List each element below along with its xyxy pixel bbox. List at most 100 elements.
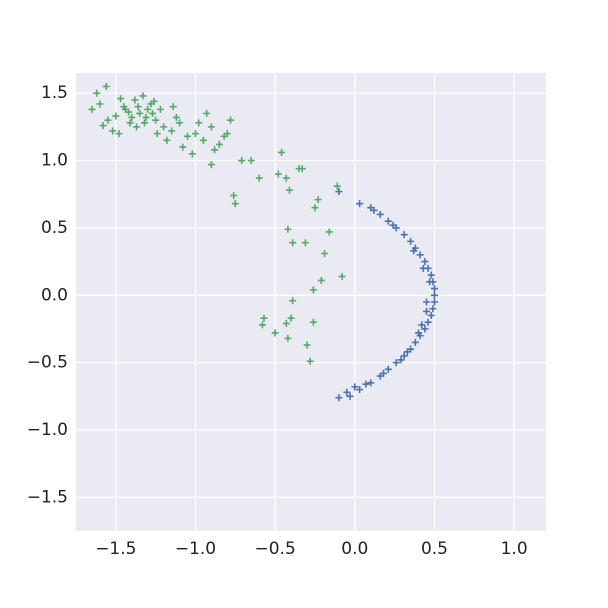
point [325, 228, 333, 236]
point [278, 148, 286, 156]
point [133, 123, 141, 131]
point [376, 210, 384, 218]
point [184, 132, 192, 140]
x-tick-label: −1.5 [95, 539, 136, 559]
point [144, 105, 152, 113]
point [117, 95, 125, 103]
point [163, 136, 171, 144]
point [134, 103, 142, 111]
point [403, 348, 411, 356]
point [306, 357, 314, 365]
point [231, 200, 239, 208]
point [247, 157, 255, 165]
point [287, 314, 295, 322]
point [429, 305, 437, 313]
x-tick-label: −0.5 [255, 539, 296, 559]
point [215, 140, 223, 148]
point [188, 150, 196, 158]
point [338, 272, 346, 280]
point [389, 221, 397, 229]
point [298, 165, 306, 173]
point [112, 112, 120, 120]
point [423, 307, 431, 315]
y-tick-label: 1.5 [41, 83, 68, 103]
point [260, 314, 268, 322]
point [121, 105, 129, 113]
point [102, 82, 110, 90]
x-tick-label: 1.0 [501, 539, 528, 559]
point [99, 122, 107, 130]
point [285, 186, 293, 194]
point [421, 258, 429, 266]
point [351, 383, 359, 391]
point [274, 170, 282, 178]
point [416, 251, 424, 259]
point [258, 321, 266, 329]
plot-area [76, 73, 546, 531]
point [430, 298, 438, 306]
point [418, 321, 426, 329]
point [148, 109, 156, 117]
point [424, 318, 432, 326]
point [314, 196, 322, 204]
point [141, 119, 149, 127]
point [367, 379, 375, 387]
point [430, 285, 438, 293]
point [136, 109, 144, 117]
point [227, 116, 235, 124]
y-tick-label: −1.5 [27, 487, 68, 507]
point [88, 105, 96, 113]
point [220, 132, 228, 140]
y-tick-label: −1.0 [27, 420, 68, 440]
point [152, 116, 160, 124]
point [153, 130, 161, 138]
point [362, 380, 370, 388]
point [203, 109, 211, 117]
point [335, 188, 343, 196]
x-tick-label: 0.0 [341, 539, 368, 559]
point [126, 119, 134, 127]
point [211, 146, 219, 154]
point [335, 394, 343, 402]
point [284, 225, 292, 233]
point [96, 100, 104, 108]
point [423, 298, 431, 306]
point [346, 392, 354, 400]
point [400, 231, 408, 239]
point [289, 297, 297, 305]
point [93, 89, 101, 97]
point [255, 174, 263, 182]
point [426, 278, 434, 286]
point [207, 161, 215, 169]
y-tick-label: −0.5 [27, 353, 68, 373]
point [397, 356, 405, 364]
point [384, 217, 392, 225]
x-tick-label: 0.5 [421, 539, 448, 559]
point [400, 352, 408, 360]
point [109, 127, 117, 135]
point [356, 386, 364, 394]
point [139, 92, 147, 100]
point [384, 365, 392, 373]
point [179, 143, 187, 151]
point [271, 329, 279, 337]
point [410, 247, 418, 255]
point [370, 206, 378, 214]
point [238, 157, 246, 165]
point [392, 359, 400, 367]
point [115, 130, 123, 138]
point [303, 341, 311, 349]
point [309, 286, 317, 294]
point [191, 130, 199, 138]
y-tick-label: 1.0 [41, 151, 68, 171]
point [301, 239, 309, 247]
point [430, 291, 438, 299]
x-tick-label: −1.0 [175, 539, 216, 559]
point [421, 325, 429, 333]
point [169, 103, 177, 111]
point [311, 204, 319, 212]
point [321, 250, 329, 258]
point [356, 200, 364, 208]
point [282, 174, 290, 182]
